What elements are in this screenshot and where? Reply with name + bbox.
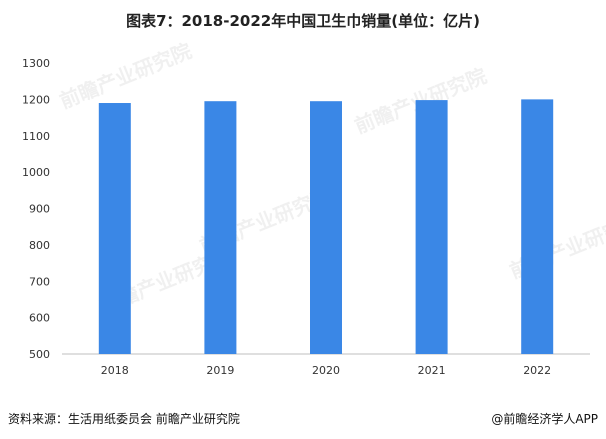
y-tick-label: 1000 [22, 166, 50, 179]
y-tick-label: 700 [29, 275, 50, 288]
y-tick-label: 1200 [22, 93, 50, 106]
chart-title: 图表7：2018-2022年中国卫生巾销量(单位：亿片) [126, 12, 480, 30]
bar [204, 101, 237, 354]
y-tick-label: 500 [29, 348, 50, 361]
y-tick-label: 900 [29, 203, 50, 216]
x-tick-label: 2022 [523, 364, 551, 377]
credit-note: @前瞻经济学人APP [491, 412, 598, 426]
x-tick-label: 2018 [101, 364, 129, 377]
bar [98, 103, 131, 354]
x-tick-label: 2019 [206, 364, 234, 377]
y-tick-label: 800 [29, 239, 50, 252]
bar [310, 101, 342, 354]
y-tick-label: 1300 [22, 57, 50, 70]
x-tick-label: 2020 [312, 364, 340, 377]
bar [521, 99, 554, 354]
bar-chart: 500 600 700 800 900 1000 1100 1200 1300 2018 2019 2… [22, 57, 590, 377]
bar [415, 100, 448, 354]
y-tick-label: 600 [29, 312, 50, 325]
y-tick-label: 1100 [22, 130, 50, 143]
source-note: 资料来源：生活用纸委员会 前瞻产业研究院 [8, 412, 240, 426]
x-tick-label: 2021 [418, 364, 446, 377]
